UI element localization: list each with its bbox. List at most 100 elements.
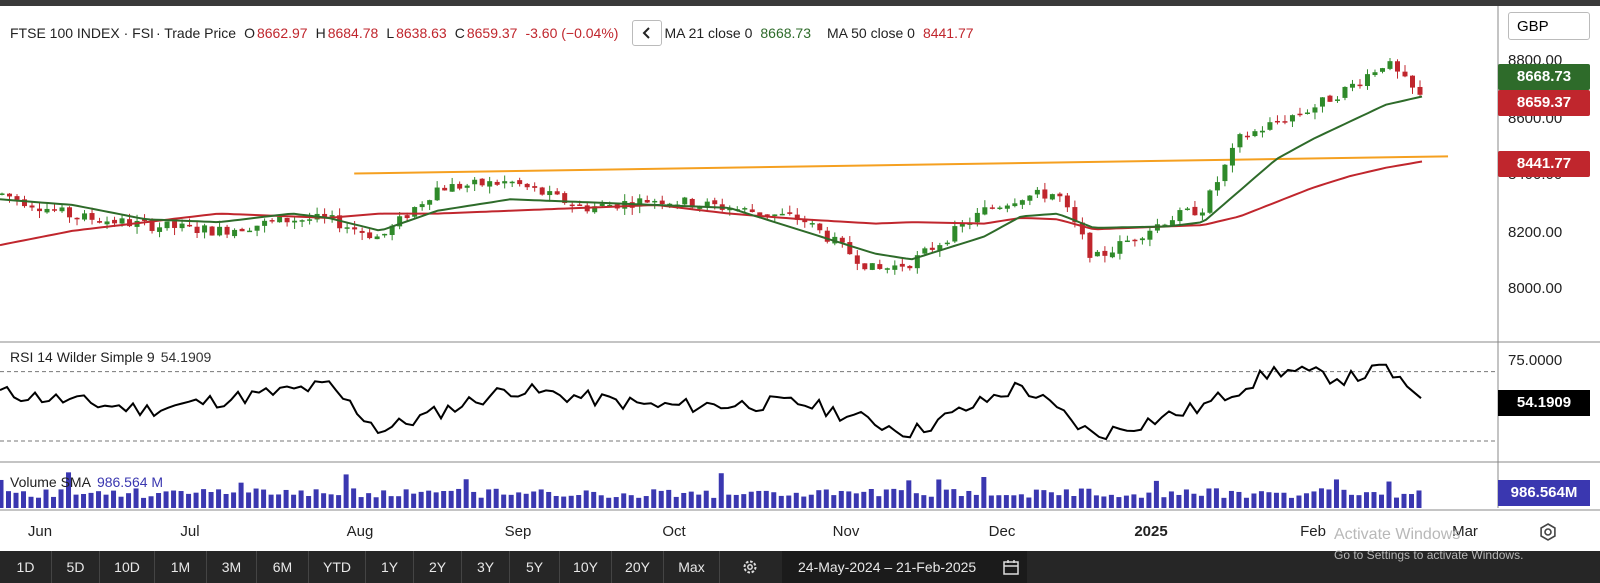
volume-bar <box>666 489 672 508</box>
volume-bar <box>1303 493 1309 508</box>
candle-body <box>742 208 748 210</box>
volume-bar <box>531 491 537 508</box>
candle-body <box>809 223 815 225</box>
candle-body <box>262 220 268 226</box>
candle-body <box>749 209 755 212</box>
candle-body <box>884 268 890 270</box>
volume-bar <box>238 482 244 508</box>
volume-bar <box>261 489 267 508</box>
volume-bar <box>36 497 42 508</box>
close-prefix: C <box>454 25 465 41</box>
candle-body <box>247 230 253 233</box>
range-button-1y[interactable]: 1Y <box>366 551 414 583</box>
candle-body <box>172 221 178 228</box>
date-range-field[interactable]: 24-May-2024 – 21-Feb-2025 <box>782 551 1027 583</box>
range-button-5y[interactable]: 5Y <box>510 551 560 583</box>
volume-bar <box>1408 494 1414 508</box>
range-button-5d[interactable]: 5D <box>52 551 100 583</box>
volume-bar <box>1416 490 1422 508</box>
high-value: 8684.78 <box>327 25 379 41</box>
volume-bar <box>1371 492 1377 508</box>
close-value: 8659.37 <box>466 25 518 41</box>
volume-bar <box>688 491 694 508</box>
candle-body <box>1079 222 1085 235</box>
range-button-1m[interactable]: 1M <box>155 551 207 583</box>
candle-body <box>1372 72 1378 76</box>
volume-bar <box>756 490 762 508</box>
candle-body <box>1207 190 1213 213</box>
candle-body <box>404 215 410 219</box>
candle-body <box>1282 121 1288 123</box>
candle-body <box>562 193 568 204</box>
open-value: 8662.97 <box>256 25 308 41</box>
range-button-1d[interactable]: 1D <box>0 551 52 583</box>
candle-body <box>907 265 913 269</box>
candle-body <box>157 227 163 232</box>
volume-bar <box>478 497 484 508</box>
range-button-2y[interactable]: 2Y <box>414 551 462 583</box>
time-label-sep: Sep <box>504 523 532 540</box>
volume-bar <box>1363 492 1369 508</box>
volume-bar <box>1356 495 1362 508</box>
chart-settings-icon[interactable] <box>1538 522 1558 542</box>
candle-body <box>1124 240 1130 243</box>
time-label-feb: Feb <box>1300 523 1326 540</box>
ma50-value: 8441.77 <box>922 25 974 41</box>
candle-body <box>97 221 103 223</box>
candle-body <box>337 215 343 229</box>
time-label-2025: 2025 <box>1134 523 1168 540</box>
candle-body <box>344 227 350 229</box>
volume-bar <box>906 480 912 508</box>
time-label-oct: Oct <box>662 523 686 540</box>
range-button-20y[interactable]: 20Y <box>612 551 664 583</box>
range-button-10d[interactable]: 10D <box>100 551 155 583</box>
candle-body <box>397 216 403 227</box>
candle-body <box>922 248 928 254</box>
volume-bar <box>583 490 589 508</box>
range-button-10y[interactable]: 10Y <box>560 551 612 583</box>
candle-body <box>659 200 665 205</box>
range-settings-button[interactable] <box>734 551 766 583</box>
ma21-price-tag: 8668.73 <box>1498 64 1590 90</box>
range-button-ytd[interactable]: YTD <box>309 551 366 583</box>
volume-legend: Volume SMA 986.564 M <box>10 474 163 490</box>
candle-body <box>89 213 95 220</box>
volume-bar <box>276 494 282 508</box>
volume-bar <box>1243 497 1249 508</box>
candle-body <box>194 226 200 234</box>
range-button-3y[interactable]: 3Y <box>462 551 510 583</box>
candle-body <box>1334 99 1340 101</box>
candle-body <box>232 229 238 237</box>
candle-body <box>307 219 313 221</box>
time-label-nov: Nov <box>832 523 860 540</box>
low-value: 8638.63 <box>396 25 447 41</box>
candle-body <box>547 191 553 196</box>
volume-bar <box>298 490 304 508</box>
candle-body <box>989 207 995 209</box>
candle-body <box>329 215 335 217</box>
calendar-icon[interactable] <box>1002 558 1020 576</box>
candle-body <box>374 236 380 240</box>
volume-bar <box>1003 495 1009 508</box>
candle-body <box>239 228 245 232</box>
collapse-legend-button[interactable] <box>632 20 663 46</box>
candle-body <box>592 206 598 213</box>
volume-bar <box>156 493 162 508</box>
volume-bar <box>883 489 889 508</box>
volume-bar <box>771 492 777 508</box>
range-button-max[interactable]: Max <box>664 551 720 583</box>
candle-body <box>0 193 5 195</box>
gear-icon <box>743 560 757 574</box>
candle-body <box>644 199 650 203</box>
candle-body <box>517 180 523 185</box>
candle-body <box>824 230 830 242</box>
range-button-6m[interactable]: 6M <box>257 551 309 583</box>
volume-bar <box>726 494 732 508</box>
volume-bar <box>388 496 394 508</box>
candle-body <box>1192 206 1198 216</box>
candle-body <box>1049 194 1055 200</box>
candle-body <box>112 219 118 224</box>
range-button-3m[interactable]: 3M <box>207 551 257 583</box>
currency-select[interactable]: GBP <box>1508 12 1590 40</box>
